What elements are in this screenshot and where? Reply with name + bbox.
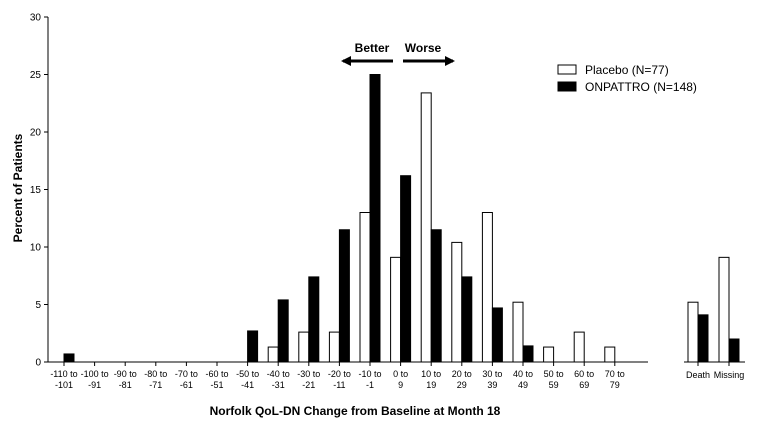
x-tick-label: 0 to 9 <box>393 369 408 390</box>
y-tick-label: 15 <box>30 185 42 196</box>
x-tick-label: 20 to 29 <box>452 369 472 390</box>
x-tick-label: -90 to -81 <box>114 369 137 390</box>
worse-label: Worse <box>405 41 442 55</box>
legend-swatch-placebo <box>557 64 577 75</box>
x-tick-label: -60 to -51 <box>205 369 228 390</box>
direction-annotation: Better Worse <box>341 41 455 66</box>
x-tick-label: 70 to 79 <box>605 369 625 390</box>
y-tick-label: 30 <box>30 13 42 24</box>
bar-placebo <box>267 346 279 363</box>
bar-onpattro <box>430 229 442 363</box>
bar-placebo <box>390 256 402 363</box>
x-tick-label: 60 to 69 <box>574 369 594 390</box>
x-tick-label: -20 to -11 <box>328 369 351 390</box>
bar-onpattro-extra <box>697 314 709 363</box>
bar-placebo <box>512 301 524 363</box>
bar-onpattro <box>491 307 503 363</box>
bar-onpattro <box>63 353 75 363</box>
bars-extra <box>687 256 740 363</box>
bar-onpattro <box>400 175 412 363</box>
x-tick-label: -40 to -31 <box>267 369 290 390</box>
legend: Placebo (N=77) ONPATTRO (N=148) <box>557 63 697 94</box>
bar-onpattro <box>369 74 381 363</box>
x-tick-label: 40 to 49 <box>513 369 533 390</box>
bar-placebo <box>573 331 585 363</box>
bar-onpattro <box>338 229 350 363</box>
bar-onpattro <box>522 345 534 363</box>
x-tick-label-extra: Death <box>686 370 710 380</box>
x-tick-label-extra: Missing <box>714 370 745 380</box>
bar-placebo <box>359 212 371 363</box>
x-axis-label: Norfolk QoL-DN Change from Baseline at M… <box>210 404 501 418</box>
bar-onpattro <box>461 276 473 363</box>
y-axis-label: Percent of Patients <box>11 133 25 242</box>
legend-label-placebo: Placebo (N=77) <box>585 63 669 77</box>
y-tick-label: 5 <box>35 300 41 311</box>
bar-placebo <box>420 92 432 363</box>
y-tick-label: 0 <box>35 358 41 369</box>
x-axis-ticks: -110 to -101-100 to -91-90 to -81-80 to -71-… <box>50 362 744 390</box>
x-tick-label: 10 to 19 <box>421 369 441 390</box>
bar-placebo <box>451 241 463 363</box>
y-tick-label: 25 <box>30 70 42 81</box>
bar-placebo <box>604 346 616 363</box>
x-tick-label: -50 to -41 <box>236 369 259 390</box>
legend-swatch-onpattro <box>557 81 577 92</box>
bars-main <box>63 74 616 363</box>
x-tick-label: -110 to -101 <box>50 369 77 390</box>
x-tick-label: -10 to -1 <box>358 369 381 390</box>
better-label: Better <box>355 41 390 55</box>
x-tick-label: -80 to -71 <box>144 369 167 390</box>
y-tick-label: 10 <box>30 243 42 254</box>
bar-placebo <box>481 212 493 363</box>
bar-onpattro <box>308 276 320 363</box>
bar-placebo <box>328 331 340 363</box>
bar-placebo <box>543 346 555 363</box>
bar-onpattro <box>277 299 289 363</box>
y-tick-label: 20 <box>30 128 42 139</box>
x-tick-label: 50 to 59 <box>544 369 564 390</box>
bar-onpattro-extra <box>728 338 740 363</box>
y-axis-ticks: 0 5 10 15 20 25 30 <box>30 13 48 369</box>
legend-label-onpattro: ONPATTRO (N=148) <box>585 80 697 94</box>
bar-placebo-extra <box>687 301 699 363</box>
bar-placebo-extra <box>718 256 730 363</box>
x-tick-label: -100 to -91 <box>81 369 109 390</box>
x-tick-label: -30 to -21 <box>297 369 320 390</box>
bar-onpattro <box>247 330 259 363</box>
bar-placebo <box>298 331 310 363</box>
x-tick-label: 30 to 39 <box>482 369 502 390</box>
x-tick-label: -70 to -61 <box>175 369 198 390</box>
